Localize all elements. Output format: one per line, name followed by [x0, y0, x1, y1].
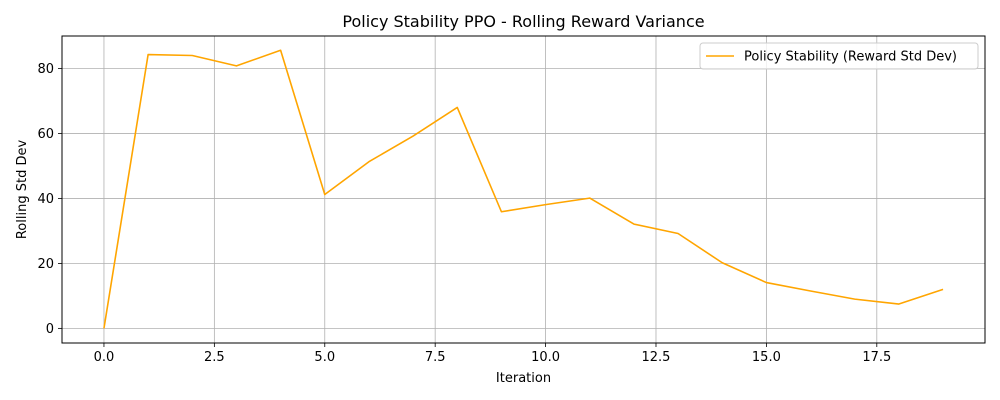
y-tick-label: 40 — [37, 192, 54, 207]
x-tick-label: 7.5 — [425, 350, 446, 365]
x-tick-label: 2.5 — [204, 350, 225, 365]
y-tick-label: 60 — [37, 127, 54, 142]
y-tick-label: 80 — [37, 62, 54, 77]
x-tick-label: 0.0 — [94, 350, 115, 365]
x-tick-label: 5.0 — [314, 350, 335, 365]
x-tick-label: 10.0 — [531, 350, 560, 365]
legend: Policy Stability (Reward Std Dev) — [699, 42, 979, 70]
x-tick-label: 12.5 — [642, 350, 671, 365]
y-tick-label: 0 — [46, 322, 54, 337]
y-axis-label: Rolling Std Dev — [15, 140, 30, 240]
plot-frame — [61, 35, 986, 344]
x-axis-label: Iteration — [496, 371, 551, 386]
grid-lines — [62, 36, 985, 343]
x-axis-ticks: 0.0 2.5 5.0 7.5 10.0 12.5 15.0 17.5 — [94, 343, 891, 365]
y-tick-label: 20 — [37, 257, 54, 272]
legend-box — [699, 42, 979, 70]
y-axis-ticks: 0 20 40 60 80 — [37, 62, 62, 337]
series-line — [103, 49, 944, 329]
x-tick-label: 15.0 — [752, 350, 781, 365]
x-tick-label: 17.5 — [862, 350, 891, 365]
series-group — [103, 49, 944, 329]
chart-title: Policy Stability PPO - Rolling Reward Va… — [342, 12, 704, 31]
legend-label: Policy Stability (Reward Std Dev) — [744, 50, 957, 65]
